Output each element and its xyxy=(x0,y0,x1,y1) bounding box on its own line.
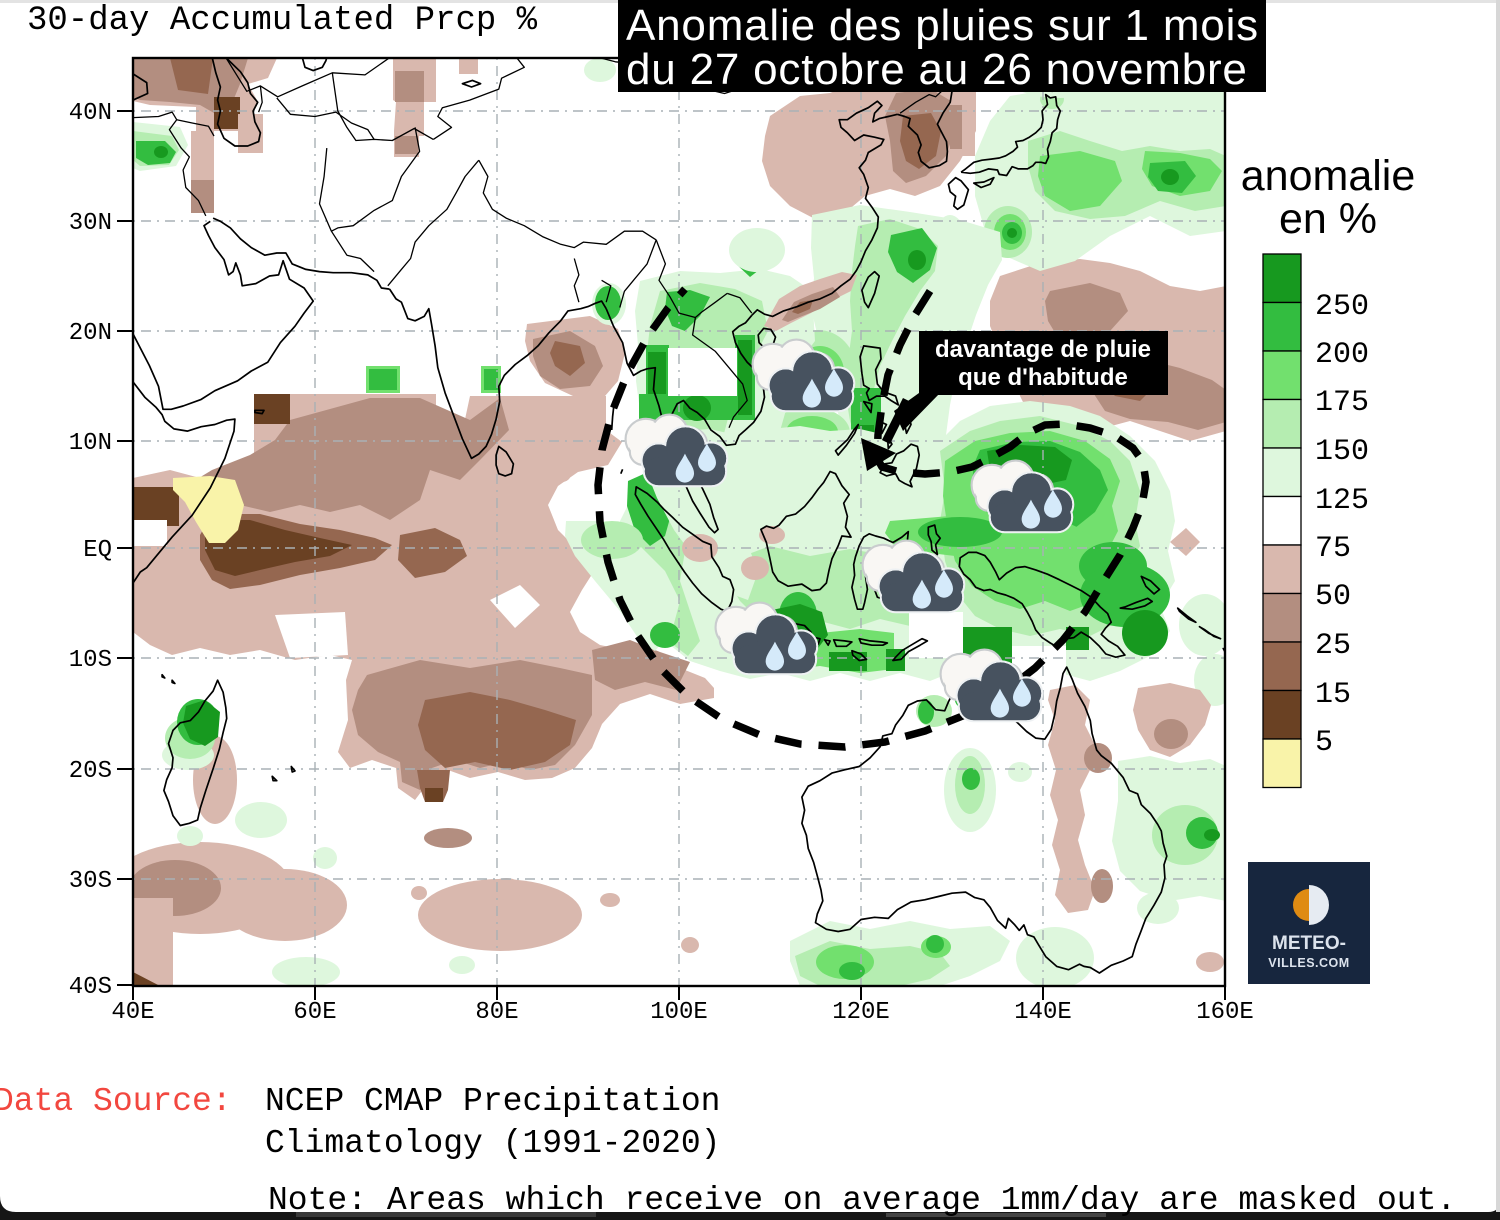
svg-text:Note: Areas which receive on a: Note: Areas which receive on average 1mm… xyxy=(268,1182,1456,1219)
svg-text:140E: 140E xyxy=(1014,999,1072,1026)
svg-text:EQ: EQ xyxy=(83,537,112,564)
svg-text:10S: 10S xyxy=(69,647,112,674)
svg-text:30N: 30N xyxy=(69,210,112,237)
svg-text:40S: 40S xyxy=(69,974,112,1001)
svg-text:150: 150 xyxy=(1315,435,1369,469)
svg-text:50: 50 xyxy=(1315,580,1351,614)
svg-text:Anomalie des pluies sur 1 mois: Anomalie des pluies sur 1 mois xyxy=(626,1,1259,50)
svg-text:10N: 10N xyxy=(69,430,112,457)
svg-text:80E: 80E xyxy=(475,999,518,1026)
svg-text:davantage de pluie: davantage de pluie xyxy=(935,336,1151,363)
svg-text:Data Source:: Data Source: xyxy=(0,1083,232,1120)
svg-text:20N: 20N xyxy=(69,320,112,347)
svg-text:60E: 60E xyxy=(293,999,336,1026)
svg-text:METEO-: METEO- xyxy=(1272,933,1346,954)
svg-text:VILLES.COM: VILLES.COM xyxy=(1268,956,1349,970)
svg-text:40N: 40N xyxy=(69,100,112,127)
svg-text:250: 250 xyxy=(1315,290,1369,324)
svg-text:5: 5 xyxy=(1315,726,1333,760)
svg-text:160E: 160E xyxy=(1196,999,1254,1026)
svg-text:100E: 100E xyxy=(650,999,708,1026)
svg-text:en %: en % xyxy=(1279,195,1377,243)
svg-text:NCEP CMAP Precipitation: NCEP CMAP Precipitation xyxy=(265,1083,720,1120)
svg-text:120E: 120E xyxy=(832,999,890,1026)
svg-text:30-day Accumulated Prcp %: 30-day Accumulated Prcp % xyxy=(27,2,538,40)
svg-text:200: 200 xyxy=(1315,338,1369,372)
svg-text:20S: 20S xyxy=(69,758,112,785)
svg-text:que d'habitude: que d'habitude xyxy=(958,364,1128,391)
svg-text:175: 175 xyxy=(1315,386,1369,420)
svg-text:40E: 40E xyxy=(111,999,154,1026)
svg-text:30S: 30S xyxy=(69,868,112,895)
svg-text:Climatology (1991-2020): Climatology (1991-2020) xyxy=(265,1125,720,1162)
svg-text:25: 25 xyxy=(1315,629,1351,663)
svg-text:du 27 octobre au 26 novembre: du 27 octobre au 26 novembre xyxy=(626,45,1248,94)
svg-text:125: 125 xyxy=(1315,484,1369,518)
svg-text:75: 75 xyxy=(1315,532,1351,566)
svg-text:15: 15 xyxy=(1315,678,1351,712)
svg-text:anomalie: anomalie xyxy=(1241,152,1416,200)
